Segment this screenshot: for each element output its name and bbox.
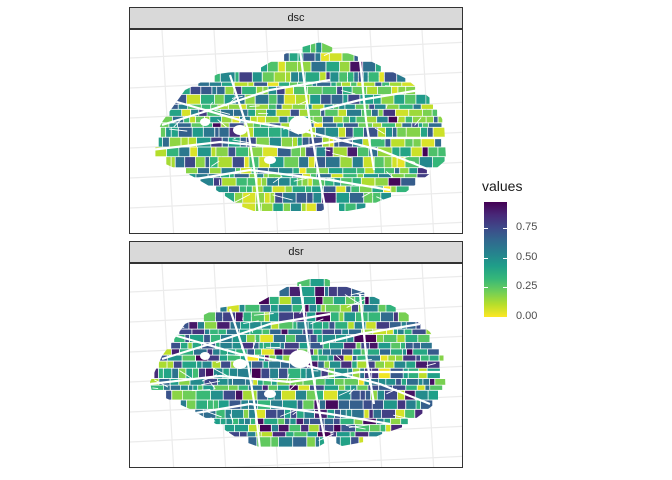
facet-label-dsr: dsr — [288, 246, 304, 258]
legend-title: values — [482, 178, 523, 194]
legend-colorbar — [484, 202, 507, 317]
facet-strip-dsr: dsr — [129, 241, 463, 263]
map-panel-dsr — [129, 263, 463, 468]
legend-tickmark — [484, 257, 507, 259]
map-svg-dsc — [130, 30, 462, 233]
map-svg-dsr — [130, 264, 462, 467]
legend-tick-label: 0.00 — [516, 310, 538, 322]
legend-tick-label: 0.75 — [516, 221, 538, 234]
map-panel-dsc — [129, 29, 463, 234]
legend-tickmark — [484, 228, 507, 230]
facet-strip-dsc: dsc — [129, 7, 463, 29]
legend-tickmark — [484, 317, 507, 318]
legend-tick-label: 0.50 — [516, 250, 538, 263]
legend-tick-label: 0.25 — [516, 280, 538, 293]
legend-tickmark — [484, 287, 507, 289]
facet-label-dsc: dsc — [287, 12, 305, 24]
